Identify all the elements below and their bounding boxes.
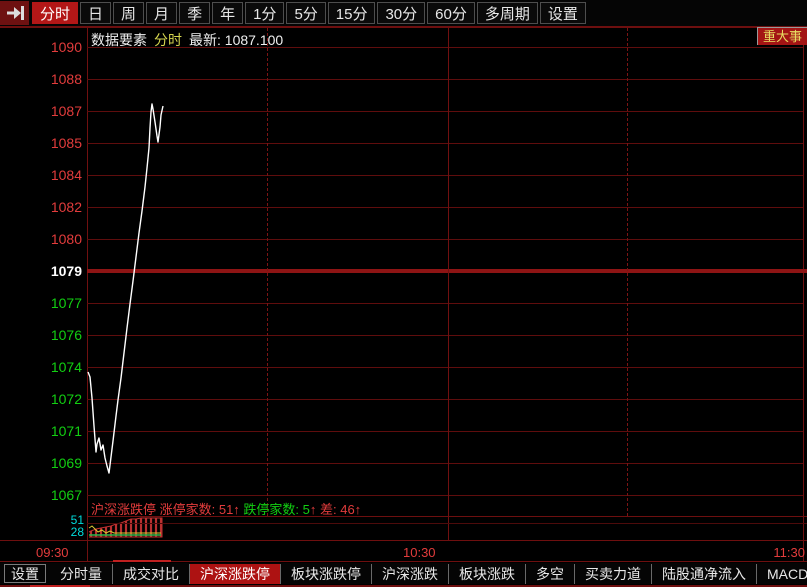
up-arrow-icon: ↑ bbox=[354, 502, 362, 517]
tab-volume-compare[interactable]: 成交对比 bbox=[113, 563, 190, 584]
y-axis-label: 1077 bbox=[50, 295, 82, 311]
major-event-badge[interactable]: 重大事 bbox=[757, 27, 807, 45]
gridline-10-00 bbox=[267, 28, 268, 516]
diff-line bbox=[88, 525, 161, 534]
y-axis-label: 1082 bbox=[50, 199, 82, 215]
y-axis-reference-label: 1079 bbox=[50, 263, 82, 279]
tab-sector-limit[interactable]: 板块涨跌停 bbox=[281, 563, 372, 584]
time-label-1130: 11:30 bbox=[773, 545, 805, 560]
instrument-name: 数据要素 bbox=[91, 32, 147, 48]
tab-northbound-inflow[interactable]: 陆股通净流入 bbox=[652, 563, 757, 584]
limit-up-histogram bbox=[89, 518, 163, 537]
gridline bbox=[87, 463, 803, 464]
y-axis-label: 1084 bbox=[50, 167, 82, 183]
gridline bbox=[87, 239, 803, 240]
gridline-10-30 bbox=[448, 28, 449, 540]
up-arrow-icon: ↑ bbox=[233, 502, 240, 517]
tab-settings-top[interactable]: 设置 bbox=[539, 2, 586, 24]
tab-multi-period[interactable]: 多周期 bbox=[476, 2, 538, 24]
latest-price: 最新: 1087.100 bbox=[189, 32, 284, 48]
y-axis-label: 1074 bbox=[50, 359, 82, 375]
reference-price-line bbox=[87, 269, 807, 273]
y-axis-label: 1085 bbox=[50, 135, 82, 151]
bottom-border-highlight bbox=[30, 585, 90, 587]
gridline bbox=[87, 143, 803, 144]
gridline bbox=[87, 431, 803, 432]
tab-15min[interactable]: 15分 bbox=[327, 2, 376, 24]
tab-volume[interactable]: 分时量 bbox=[50, 563, 113, 584]
tab-fenshi[interactable]: 分时 bbox=[32, 2, 79, 24]
tab-5min[interactable]: 5分 bbox=[286, 2, 326, 24]
subchart-scale-low: 28 bbox=[70, 525, 84, 539]
limit-indicator-text: 沪深涨跌停 涨停家数: 51↑ 跌停家数: 5↑ 差: 46↑ bbox=[91, 499, 361, 518]
gridline bbox=[87, 47, 803, 48]
y-axis-label: 1080 bbox=[50, 231, 82, 247]
plot-right-border bbox=[803, 28, 804, 561]
tab-quarter[interactable]: 季 bbox=[179, 2, 211, 24]
y-axis-label: 1076 bbox=[50, 327, 82, 343]
gridline bbox=[87, 335, 803, 336]
gridline bbox=[87, 207, 803, 208]
limit-up-text: 沪深涨跌停 涨停家数: 51 bbox=[91, 502, 234, 517]
collapse-arrow-icon[interactable] bbox=[0, 1, 29, 25]
tab-day[interactable]: 日 bbox=[80, 2, 112, 24]
tab-sector-updown[interactable]: 板块涨跌 bbox=[449, 563, 526, 584]
period-label: 分时 bbox=[154, 32, 182, 48]
y-axis-label: 1090 bbox=[50, 39, 82, 55]
subpanel-scale-line bbox=[87, 523, 807, 524]
tab-hs-updown[interactable]: 沪深涨跌 bbox=[372, 563, 449, 584]
limit-up-envelope-line bbox=[88, 517, 163, 538]
y-axis-label: 1071 bbox=[50, 423, 82, 439]
y-axis-label: 1067 bbox=[50, 487, 82, 503]
gridline-11-00 bbox=[627, 28, 628, 516]
tab-30min[interactable]: 30分 bbox=[377, 2, 426, 24]
tab-year[interactable]: 年 bbox=[212, 2, 244, 24]
tab-60min[interactable]: 60分 bbox=[427, 2, 475, 24]
chart-header: 数据要素 分时 最新: 1087.100 bbox=[91, 30, 283, 50]
tab-limit-updown[interactable]: 沪深涨跌停 bbox=[190, 563, 281, 584]
y-axis-label: 1072 bbox=[50, 391, 82, 407]
gridline bbox=[87, 111, 803, 112]
timeaxis-bottom-divider bbox=[0, 561, 807, 562]
time-label-1030: 10:30 bbox=[403, 545, 436, 560]
toolbar-divider bbox=[0, 26, 807, 28]
bottom-border bbox=[0, 585, 807, 587]
tab-settings-bottom[interactable]: 设置 bbox=[4, 564, 46, 583]
subchart-scale-high: 51 bbox=[70, 513, 84, 527]
diff-text: 差: 46 bbox=[316, 502, 355, 517]
limit-down-text: 跌停家数: 5 bbox=[239, 502, 310, 517]
indicator-tab-bar: 设置 分时量 成交对比 沪深涨跌停 板块涨跌停 沪深涨跌 板块涨跌 多空 买卖力… bbox=[0, 563, 807, 584]
gridline bbox=[87, 367, 803, 368]
timeaxis-top-divider bbox=[0, 540, 807, 541]
gridline bbox=[87, 303, 803, 304]
tab-week[interactable]: 周 bbox=[113, 2, 145, 24]
tab-long-short[interactable]: 多空 bbox=[526, 563, 575, 584]
plot-left-border bbox=[87, 28, 88, 561]
price-line bbox=[87, 103, 164, 474]
subpanel-top-divider bbox=[87, 516, 807, 517]
y-axis-label: 1088 bbox=[50, 71, 82, 87]
gridline bbox=[87, 79, 803, 80]
tab-month[interactable]: 月 bbox=[146, 2, 178, 24]
tab-buy-sell-power[interactable]: 买卖力道 bbox=[575, 563, 652, 584]
y-axis-label: 1069 bbox=[50, 455, 82, 471]
time-label-0930: 09:30 bbox=[36, 545, 69, 560]
y-axis-label: 1087 bbox=[50, 103, 82, 119]
data-extent-highlight bbox=[113, 560, 171, 562]
gridline bbox=[87, 495, 803, 496]
tab-1min[interactable]: 1分 bbox=[245, 2, 285, 24]
period-toolbar: 分时 日 周 月 季 年 1分 5分 15分 30分 60分 多周期 设置 bbox=[0, 0, 807, 26]
tab-macdfs[interactable]: MACDFS bbox=[757, 564, 807, 584]
gridline bbox=[87, 399, 803, 400]
up-arrow-icon: ↑ bbox=[309, 502, 317, 517]
gridline bbox=[87, 175, 803, 176]
